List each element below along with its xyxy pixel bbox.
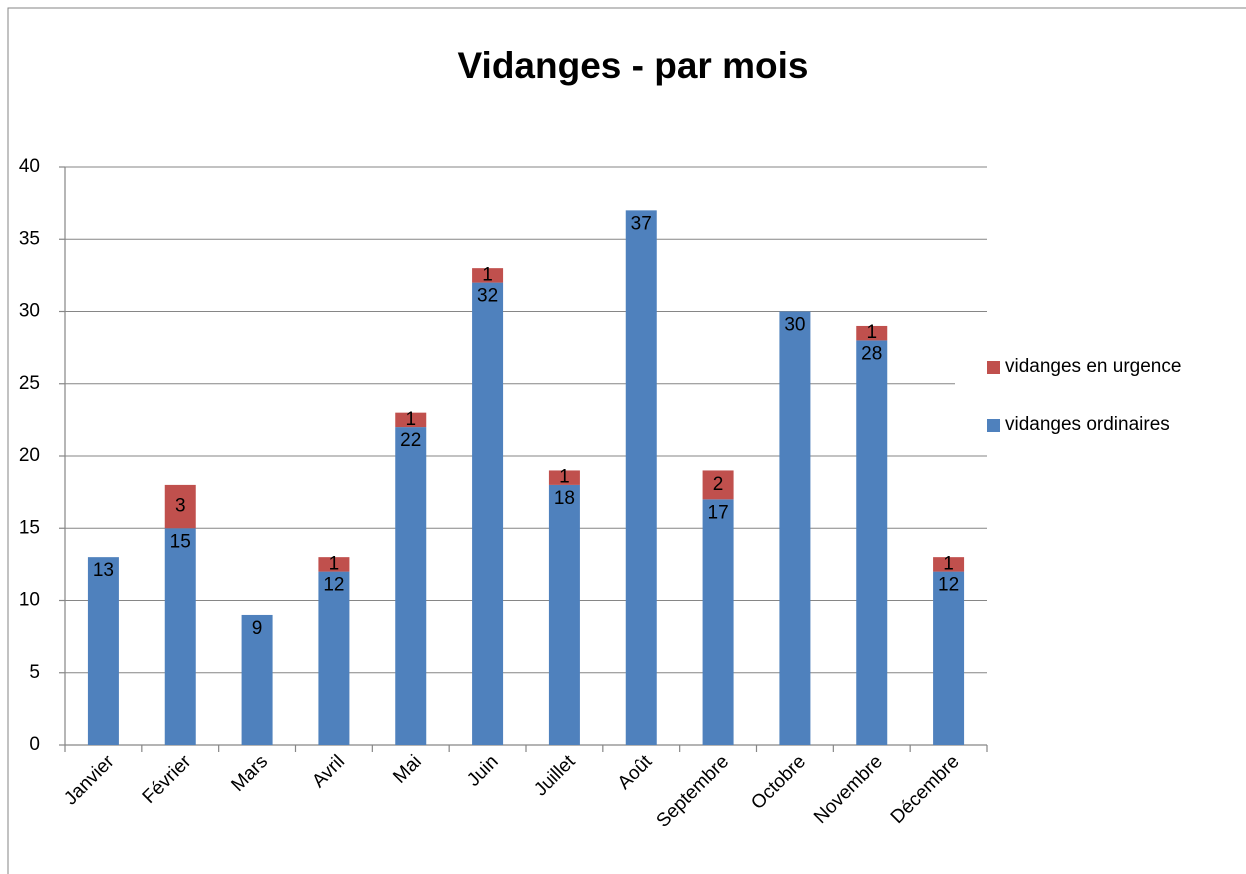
data-label: 12 bbox=[938, 575, 959, 596]
y-tick-label: 20 bbox=[19, 445, 40, 466]
data-label: 22 bbox=[400, 430, 421, 451]
bar-segment bbox=[318, 571, 350, 745]
bar-segment bbox=[856, 340, 888, 745]
y-tick-label: 10 bbox=[19, 590, 40, 611]
y-tick-label: 25 bbox=[19, 373, 40, 394]
bar-segment bbox=[472, 268, 504, 283]
bar-segment bbox=[318, 557, 350, 572]
y-tick-label: 15 bbox=[19, 517, 40, 538]
bar-segment bbox=[164, 528, 196, 745]
legend-background bbox=[955, 345, 1240, 445]
y-tick-label: 5 bbox=[29, 662, 40, 683]
bar-segment bbox=[395, 412, 427, 428]
bar-segment bbox=[933, 571, 965, 745]
bar-segment bbox=[856, 325, 888, 341]
data-label: 1 bbox=[943, 553, 954, 574]
data-label: 12 bbox=[323, 575, 344, 596]
data-label: 32 bbox=[477, 286, 498, 307]
data-label: 1 bbox=[866, 322, 877, 343]
bar-segment bbox=[625, 210, 657, 746]
data-label: 13 bbox=[93, 560, 114, 581]
data-label: 37 bbox=[631, 213, 652, 234]
data-label: 2 bbox=[713, 474, 724, 495]
bar-segment bbox=[548, 470, 580, 485]
legend-label: vidanges en urgence bbox=[1005, 356, 1181, 377]
data-label: 1 bbox=[329, 553, 340, 574]
legend-swatch bbox=[987, 419, 1000, 432]
bar-segment bbox=[933, 557, 965, 572]
bar-segment bbox=[702, 499, 734, 745]
bar-segment bbox=[702, 470, 734, 500]
y-tick-label: 35 bbox=[19, 228, 40, 249]
y-tick-label: 0 bbox=[29, 734, 40, 755]
data-label: 18 bbox=[554, 488, 575, 509]
data-label: 17 bbox=[708, 502, 729, 523]
bar-segment bbox=[241, 614, 273, 745]
bar-segment bbox=[164, 484, 196, 529]
legend-label: vidanges ordinaires bbox=[1005, 414, 1170, 435]
data-label: 3 bbox=[175, 496, 186, 517]
data-label: 1 bbox=[482, 264, 493, 285]
chart-title: Vidanges - par mois bbox=[458, 45, 809, 86]
data-label: 15 bbox=[170, 531, 191, 552]
bar-segment bbox=[779, 311, 811, 745]
legend-swatch bbox=[987, 361, 1000, 374]
data-label: 30 bbox=[784, 315, 805, 336]
data-label: 28 bbox=[861, 343, 882, 364]
bar-segment bbox=[87, 557, 119, 745]
bar-segment bbox=[472, 282, 504, 745]
y-tick-label: 30 bbox=[19, 301, 40, 322]
data-label: 9 bbox=[252, 618, 263, 639]
bar-segment bbox=[395, 427, 427, 745]
data-label: 1 bbox=[405, 409, 416, 430]
bar-segment bbox=[548, 484, 580, 745]
data-label: 1 bbox=[559, 467, 570, 488]
y-tick-label: 40 bbox=[19, 156, 40, 177]
